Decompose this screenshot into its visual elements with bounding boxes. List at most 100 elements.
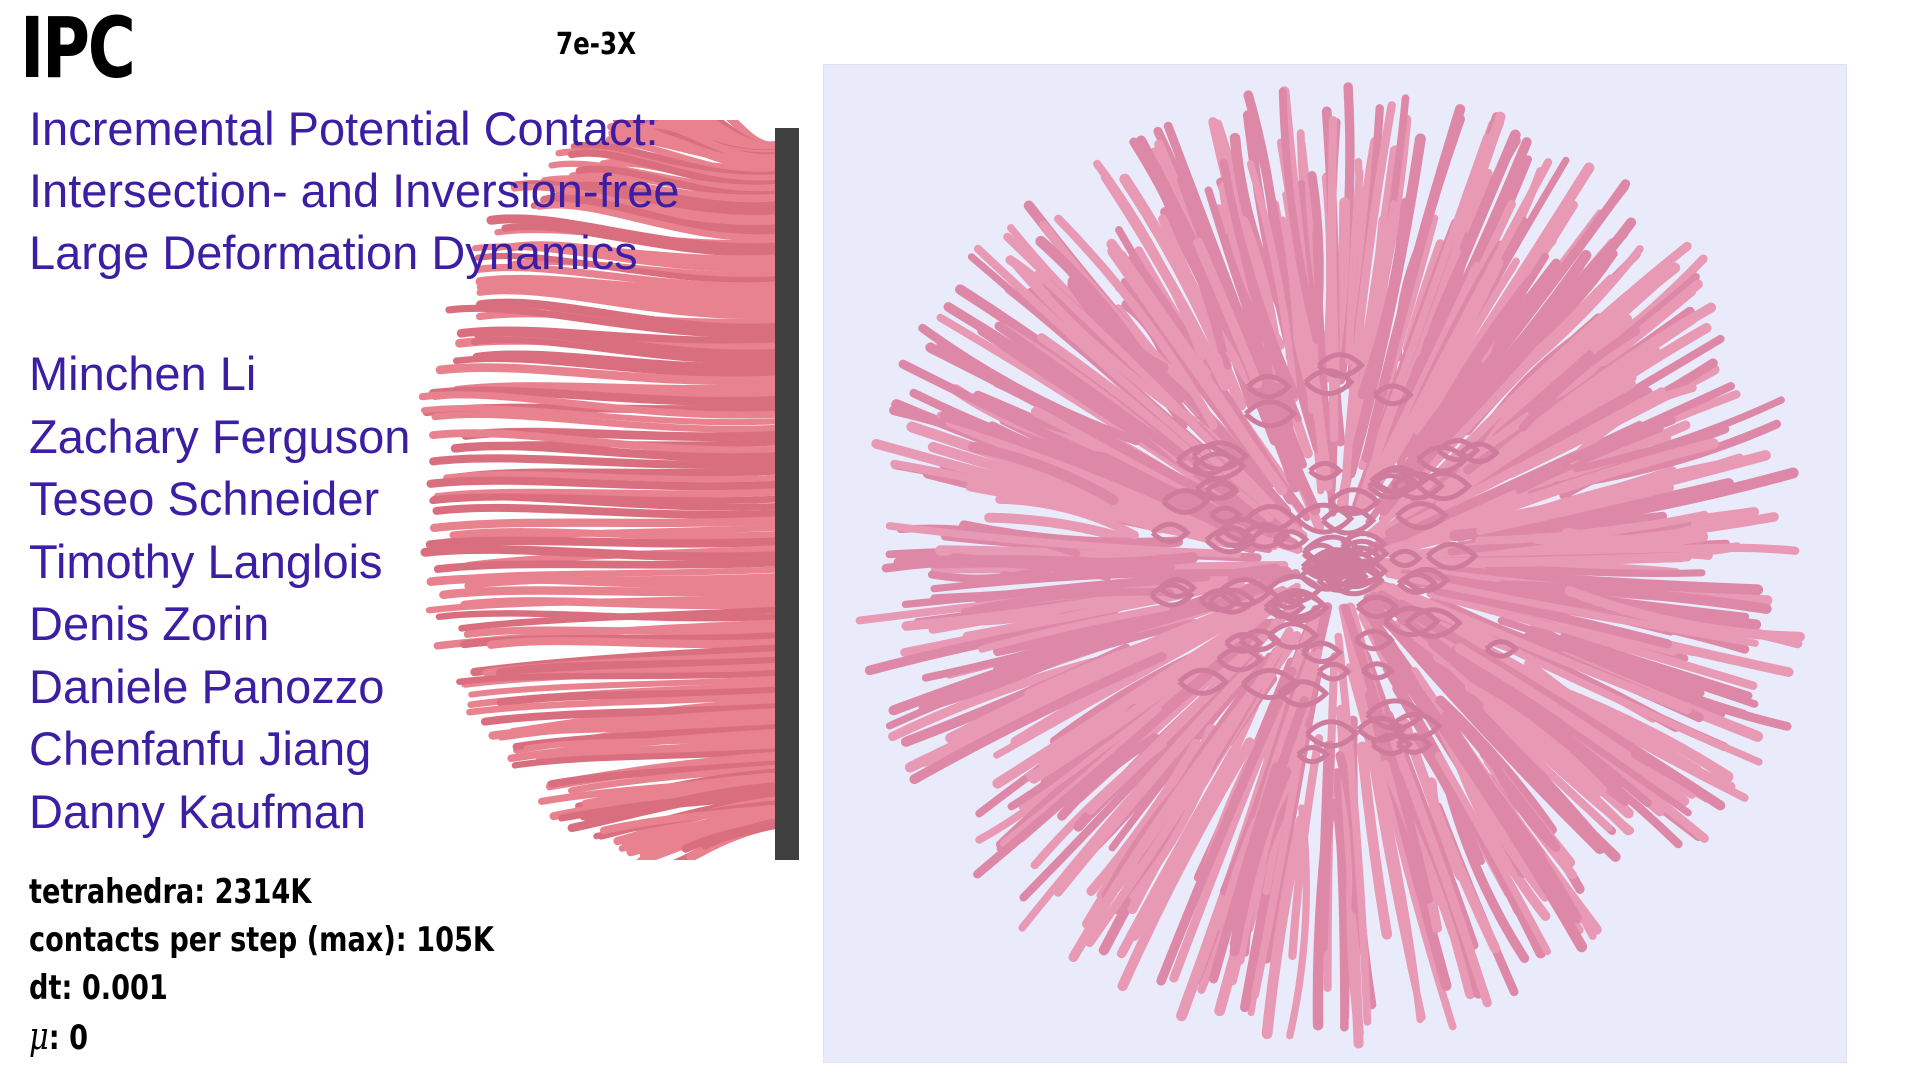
- top-view-render: [823, 64, 1847, 1063]
- tentacle: [992, 590, 1292, 789]
- tentacle: [1129, 137, 1227, 355]
- tentacle: [1261, 815, 1307, 1040]
- coiled-tentacle: [1425, 541, 1479, 571]
- wall: [775, 128, 799, 860]
- tentacle: [468, 676, 778, 698]
- coiled-tentacle: [1370, 732, 1414, 757]
- tentacle: [1067, 279, 1169, 374]
- tentacle: [973, 244, 1308, 540]
- side-view-illustration: [418, 102, 799, 869]
- tentacle: [1251, 725, 1308, 999]
- coiled-tentacle: [1204, 526, 1257, 555]
- tentacle: [1169, 609, 1321, 983]
- tentacle: [426, 574, 780, 589]
- coiled-tentacle: [1395, 501, 1449, 531]
- tentacle: [463, 626, 779, 638]
- mu-value: : 0: [48, 1018, 89, 1058]
- coiled-tentacle: [1402, 566, 1451, 594]
- tentacle: [473, 328, 780, 359]
- tentacle: [538, 775, 779, 805]
- tentacle: [472, 243, 779, 273]
- coiled-tentacle: [1355, 594, 1400, 619]
- tentacle: [898, 359, 1276, 538]
- tentacle: [472, 350, 780, 372]
- coiled-tentacle: [1207, 587, 1258, 615]
- coiled-tentacle: [1204, 481, 1240, 501]
- tentacle: [1484, 561, 1706, 577]
- coiled-tentacle: [1238, 628, 1282, 653]
- coiled-tentacle: [1150, 521, 1191, 544]
- tentacle: [918, 644, 1086, 713]
- tentacle: [435, 610, 779, 622]
- tentacle: [1054, 214, 1218, 430]
- tentacle: [1419, 118, 1505, 338]
- tentacle: [1204, 186, 1307, 469]
- tentacle: [450, 441, 780, 462]
- tentacle: [1163, 121, 1289, 435]
- tentacle: [1502, 286, 1604, 386]
- author-name: Timothy Langlois: [29, 534, 383, 588]
- coiled-tentacle: [1296, 745, 1331, 765]
- tentacle: [1403, 252, 1549, 458]
- coiled-tentacle: [1316, 352, 1366, 379]
- tentacle: [1332, 798, 1350, 1021]
- ipc-logo: IPC: [20, 0, 136, 97]
- tentacle: [1531, 527, 1702, 550]
- tentacle: [1476, 484, 1675, 535]
- tentacle: [1523, 632, 1705, 698]
- tentacle: [433, 558, 779, 573]
- tentacle: [1037, 333, 1274, 522]
- tentacle: [547, 760, 779, 788]
- tentacle: [1387, 583, 1692, 715]
- tentacle: [429, 516, 780, 533]
- coiled-tentacle: [1388, 548, 1423, 568]
- author-name: Zachary Ferguson: [29, 409, 411, 463]
- tentacle: [540, 194, 780, 237]
- tentacle: [449, 528, 779, 540]
- tentacle: [568, 764, 779, 794]
- tentacle: [1515, 424, 1664, 494]
- tentacle: [1376, 590, 1726, 811]
- coiled-tentacle: [1312, 554, 1356, 579]
- tentacle: [429, 429, 779, 455]
- tentacle: [535, 201, 779, 242]
- tentacle: [1158, 214, 1254, 385]
- tentacle: [1451, 645, 1692, 817]
- tentacle: [1327, 212, 1339, 443]
- tentacle: [473, 263, 779, 290]
- tentacle: [1345, 168, 1364, 366]
- coiled-tentacle: [1303, 368, 1355, 397]
- tentacle: [1034, 269, 1276, 509]
- tentacle: [1057, 733, 1160, 821]
- tentacle: [945, 586, 1288, 744]
- tentacle: [1454, 279, 1703, 470]
- tentacle: [1018, 653, 1264, 932]
- tentacle: [1364, 689, 1452, 991]
- author-name: Daniele Panozzo: [29, 659, 385, 713]
- stat-mu: μ: 0: [29, 1012, 494, 1062]
- tentacle: [1350, 624, 1457, 1031]
- tentacle: [1345, 663, 1424, 1024]
- tentacle: [936, 313, 1231, 504]
- tentacle: [1482, 703, 1613, 832]
- playback-speed-label: 7e-3X: [556, 27, 637, 62]
- tentacle: [471, 336, 779, 364]
- tentacle: [488, 718, 780, 740]
- tentacle: [474, 252, 779, 284]
- tentacle: [994, 321, 1188, 462]
- tentacle: [435, 363, 780, 386]
- stat-tetrahedra: tetrahedra: 2314K: [29, 872, 312, 912]
- tentacle: [496, 686, 779, 707]
- tentacle: [1068, 665, 1275, 962]
- title-line-2: Intersection- and Inversion-free: [29, 164, 680, 217]
- tentacle: [420, 544, 780, 562]
- tentacle: [452, 355, 779, 378]
- tentacle: [881, 557, 1112, 581]
- tentacle: [486, 214, 780, 253]
- tentacle: [961, 588, 1174, 616]
- tentacle: [1193, 237, 1263, 389]
- tentacle: [480, 703, 779, 726]
- coiled-tentacle: [1436, 438, 1481, 463]
- side-tentacles: [418, 102, 780, 869]
- tentacle: [425, 536, 780, 549]
